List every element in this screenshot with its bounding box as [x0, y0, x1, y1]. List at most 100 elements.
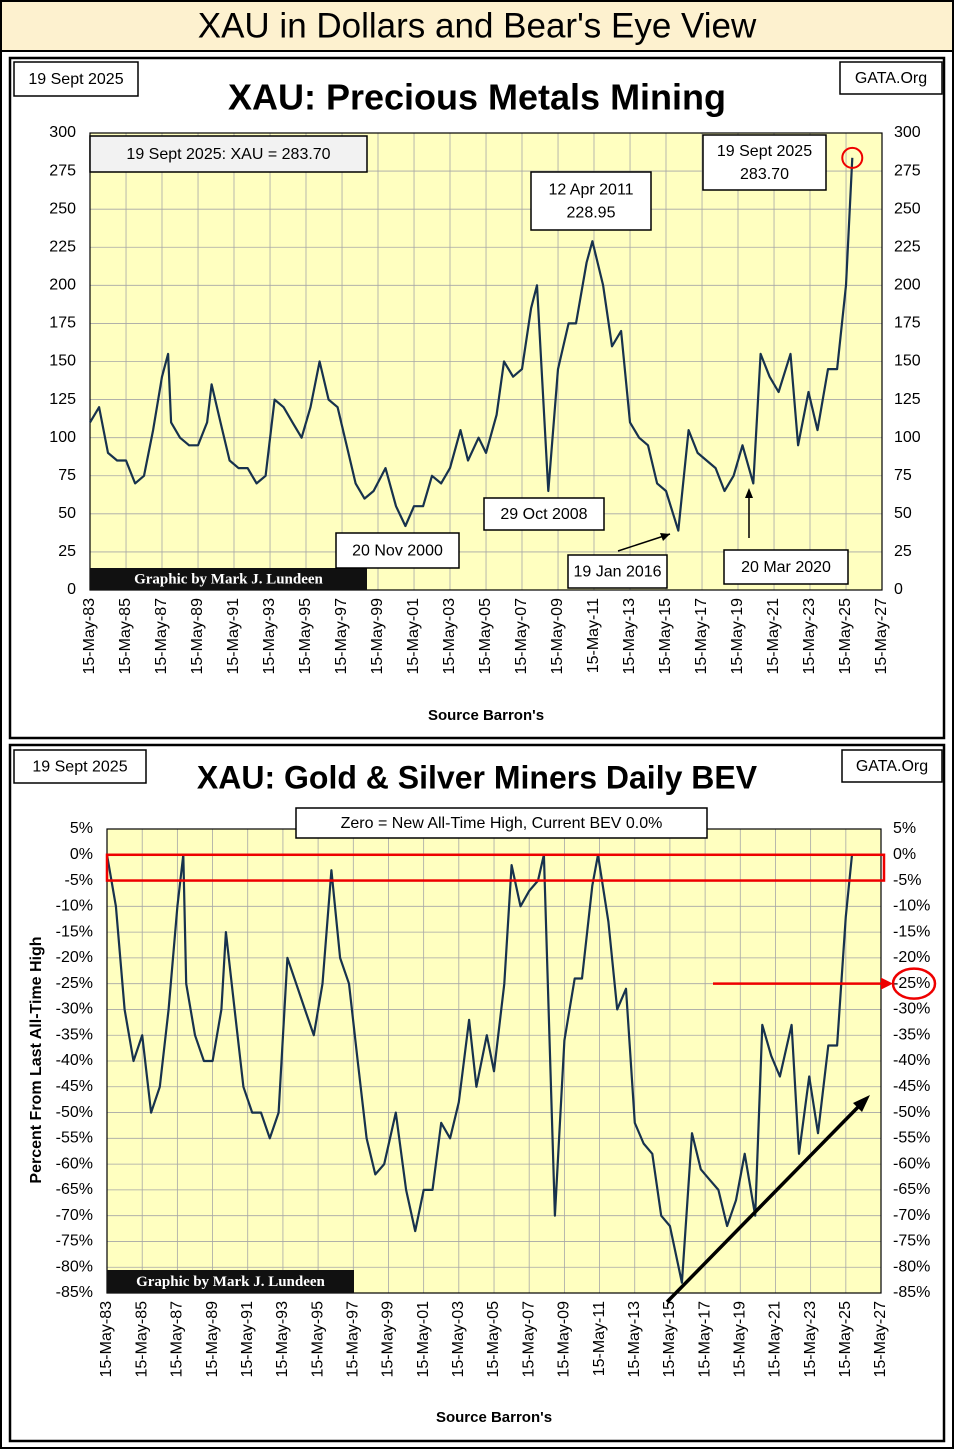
y-tick-label: 0% — [70, 846, 93, 863]
x-tick-label: 15-May-93 — [274, 1301, 291, 1378]
y-tick-label: -25% — [56, 975, 93, 992]
x-tick-label: 15-May-09 — [556, 1301, 573, 1378]
arrow-head — [853, 1095, 870, 1112]
y-tick-label: 50 — [58, 505, 76, 522]
y-tick-label: 5% — [70, 820, 93, 837]
annotation: 12 Apr 2011 — [548, 182, 633, 199]
y-tick-label: -10% — [56, 898, 93, 915]
line-series — [105, 853, 854, 1284]
y-tick-label: 0 — [67, 581, 76, 598]
x-tick-label: 15-May-95 — [297, 598, 314, 675]
chart-title: XAU: Precious Metals Mining — [228, 77, 726, 118]
annotation-box — [567, 554, 668, 589]
y-tick-label: 100 — [49, 429, 76, 446]
page-title: XAU in Dollars and Bear's Eye View — [198, 6, 757, 45]
y-tick-label: -20% — [893, 949, 930, 966]
annotation-box — [483, 497, 605, 531]
x-tick-label: 15-May-23 — [802, 1301, 819, 1378]
highlight-circle — [841, 146, 864, 169]
y-tick-label: -55% — [893, 1130, 930, 1147]
annotation: Zero = New All-Time High, Current BEV 0.… — [341, 815, 663, 832]
y-tick-label: -30% — [56, 1001, 93, 1018]
x-tick-label: 15-May-27 — [873, 598, 890, 675]
y-tick-label: 225 — [49, 238, 76, 255]
site-label: GATA.Org — [856, 758, 928, 775]
y-tick-label: 175 — [49, 315, 76, 332]
x-tick-label: 15-May-05 — [477, 598, 494, 675]
x-tick-label: 15-May-05 — [485, 1301, 502, 1378]
y-tick-label: -25% — [893, 975, 930, 992]
annotation-arrow — [617, 533, 671, 552]
y-tick-label: 5% — [893, 820, 916, 837]
x-tick-label: 15-May-91 — [239, 1301, 256, 1378]
annotation-box — [89, 135, 368, 173]
x-tick-label: 15-May-01 — [405, 598, 422, 675]
site-label-box — [839, 61, 943, 95]
y-tick-label: 125 — [49, 391, 76, 408]
y-tick-label: -50% — [56, 1104, 93, 1121]
x-tick-label: 15-May-87 — [153, 598, 170, 675]
annotation-box — [530, 171, 652, 231]
y-tick-label: 75 — [894, 467, 912, 484]
y-tick-label: -30% — [893, 1001, 930, 1018]
x-tick-label: 15-May-15 — [657, 598, 674, 675]
x-tick-label: 15-May-87 — [169, 1301, 186, 1378]
y-tick-label: -15% — [893, 923, 930, 940]
y-tick-label: -70% — [56, 1207, 93, 1224]
x-tick-label: 15-May-91 — [225, 598, 242, 675]
x-tick-label: 15-May-21 — [767, 1301, 784, 1378]
y-tick-label: -5% — [65, 872, 93, 889]
header-band — [0, 0, 954, 52]
x-axis-label: Source Barron's — [436, 1409, 552, 1426]
y-tick-label: -20% — [56, 949, 93, 966]
annotation: 19 Sept 2025 — [717, 143, 812, 160]
y-tick-label: 275 — [49, 162, 76, 179]
y-tick-label: 250 — [49, 200, 76, 217]
y-tick-label: -45% — [56, 1078, 93, 1095]
y-tick-label: 250 — [894, 200, 921, 217]
x-tick-label: 15-May-09 — [549, 598, 566, 675]
credit-box — [90, 568, 367, 590]
x-tick-label: 15-May-01 — [415, 1301, 432, 1378]
y-tick-label: 25 — [894, 543, 912, 560]
y-tick-label: 25 — [58, 543, 76, 560]
arrow-head — [881, 977, 893, 990]
y-tick-label: -40% — [893, 1052, 930, 1069]
credit-box — [107, 1270, 354, 1293]
y-tick-label: -80% — [56, 1258, 93, 1275]
x-tick-label: 15-May-89 — [204, 1301, 221, 1378]
y-tick-label: -5% — [893, 872, 921, 889]
x-tick-label: 15-May-85 — [117, 598, 134, 675]
x-tick-label: 15-May-95 — [309, 1301, 326, 1378]
x-tick-label: 15-May-25 — [837, 1301, 854, 1378]
y-tick-label: 125 — [894, 391, 921, 408]
y-tick-label: 150 — [49, 353, 76, 370]
annotation: 19 Sept 2025: XAU = 283.70 — [126, 146, 330, 163]
y-tick-label: -70% — [893, 1207, 930, 1224]
y-tick-label: 200 — [49, 277, 76, 294]
y-tick-label: 175 — [894, 315, 921, 332]
x-tick-label: 15-May-17 — [693, 598, 710, 675]
y-tick-label: 100 — [894, 429, 921, 446]
y-tick-label: 150 — [894, 353, 921, 370]
date-label-box — [13, 749, 147, 784]
credit: Graphic by Mark J. Lundeen — [134, 571, 323, 587]
x-tick-label: 15-May-99 — [369, 598, 386, 675]
x-tick-label: 15-May-83 — [98, 1301, 115, 1378]
trend-arrow — [665, 1101, 864, 1304]
y-tick-label: -45% — [893, 1078, 930, 1095]
y-tick-label: -40% — [56, 1052, 93, 1069]
annotation: 20 Nov 2000 — [352, 543, 443, 560]
x-tick-label: 15-May-15 — [661, 1301, 678, 1378]
x-tick-label: 15-May-93 — [261, 598, 278, 675]
date-label: 19 Sept 2025 — [32, 759, 127, 776]
annotation-box — [335, 532, 460, 569]
x-tick-label: 15-May-27 — [872, 1301, 889, 1378]
x-tick-label: 15-May-97 — [345, 1301, 362, 1378]
y-tick-label: 0 — [894, 581, 903, 598]
line-series — [89, 157, 854, 532]
y-tick-label: -15% — [56, 923, 93, 940]
y-tick-label: -35% — [893, 1026, 930, 1043]
y-tick-label: -75% — [893, 1233, 930, 1250]
x-tick-label: 15-May-23 — [801, 598, 818, 675]
